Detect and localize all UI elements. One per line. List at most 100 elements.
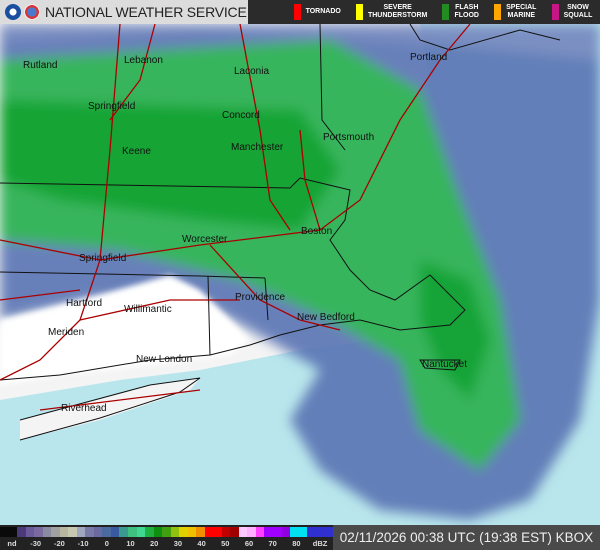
legend-tick-label: 40 <box>197 539 206 548</box>
highways <box>0 23 471 411</box>
legend-tick-label: 0 <box>104 539 109 548</box>
legend-tick-label: 20 <box>150 539 159 548</box>
radar-echoes <box>0 24 600 520</box>
warning-label: TORNADO <box>305 8 341 15</box>
color-swatch <box>59 527 69 537</box>
warning-label: SPECIAL MARINE <box>506 4 537 19</box>
city-label: Manchester <box>231 142 284 153</box>
warning-swatch <box>551 4 559 20</box>
color-swatch <box>255 527 265 537</box>
warning-item: SNOW SQUALL <box>551 4 593 20</box>
color-swatch <box>315 527 325 537</box>
warning-swatch <box>293 4 301 20</box>
color-swatch <box>8 527 18 537</box>
color-swatch <box>51 527 60 537</box>
color-swatch <box>324 527 333 537</box>
city-label: Willimantic <box>124 304 172 315</box>
warning-item: SPECIAL MARINE <box>494 4 536 20</box>
warning-legend: TORNADO SEVERE THUNDERSTORM FLASH FLOOD SPE… <box>248 0 600 24</box>
color-swatch <box>93 527 103 537</box>
warning-swatch <box>355 4 363 20</box>
color-swatch <box>110 527 120 537</box>
color-swatch <box>264 527 273 537</box>
color-swatch <box>68 527 77 537</box>
color-swatch <box>281 527 291 537</box>
color-swatch <box>230 527 239 537</box>
color-swatch <box>196 527 205 537</box>
color-swatch <box>136 527 146 537</box>
color-swatch <box>247 527 256 537</box>
color-swatch <box>273 527 282 537</box>
warning-item: SEVERE THUNDERSTORM <box>355 4 428 20</box>
color-swatch <box>187 527 197 537</box>
reflectivity-legend: nd -30 -20 -10 0 10 20 30 40 50 60 70 80 dBZ <box>0 525 333 550</box>
city-label: Concord <box>222 110 260 121</box>
warning-label: SNOW SQUALL <box>563 4 593 19</box>
city-label: Hartford <box>66 298 103 309</box>
legend-tick-label: -30 <box>30 539 42 548</box>
city-label: Portsmouth <box>323 132 375 143</box>
city-label: Providence <box>235 292 286 303</box>
warning-label: SEVERE THUNDERSTORM <box>367 4 428 19</box>
color-swatch <box>179 527 188 537</box>
color-swatch <box>153 527 163 537</box>
warning-swatch <box>442 4 450 20</box>
legend-tick-label: nd <box>7 539 17 548</box>
legend-tick-label: -10 <box>77 539 89 548</box>
legend-tick-label: 10 <box>126 539 135 548</box>
legend-tick-label: 50 <box>221 539 230 548</box>
color-swatch <box>0 527 9 537</box>
city-label: Springfield <box>79 253 127 264</box>
legend-tick-label: -20 <box>53 539 65 548</box>
color-swatch <box>119 527 128 537</box>
legend-tick-label: dBZ <box>312 539 328 548</box>
warning-item: FLASH FLOOD <box>442 4 479 20</box>
color-swatch <box>102 527 111 537</box>
warning-item: TORNADO <box>293 4 341 20</box>
color-swatch <box>42 527 52 537</box>
city-label: Rutland <box>23 60 58 71</box>
city-label: Portland <box>410 52 448 63</box>
warning-label: FLASH FLOOD <box>454 4 479 19</box>
color-swatch <box>221 527 231 537</box>
state-borders <box>0 23 561 441</box>
legend-tick-label: 80 <box>292 539 301 548</box>
color-swatch <box>17 527 26 537</box>
color-swatch <box>76 527 86 537</box>
city-label: Riverhead <box>61 403 107 414</box>
city-label: Boston <box>301 226 333 237</box>
color-swatch <box>34 527 43 537</box>
color-swatch <box>127 527 137 537</box>
color-swatch <box>238 527 248 537</box>
city-label: Springfield <box>88 101 136 112</box>
color-swatch <box>85 527 94 537</box>
color-swatch <box>290 527 299 537</box>
color-swatch <box>162 527 171 537</box>
color-swatch <box>204 527 214 537</box>
city-label: Meriden <box>48 327 85 338</box>
legend-tick-label: 70 <box>268 539 277 548</box>
city-label: New Bedford <box>297 312 355 323</box>
noaa-logo-icon <box>5 4 21 20</box>
city-label: Laconia <box>234 66 270 77</box>
color-swatch <box>213 527 222 537</box>
header-title: NATIONAL WEATHER SERVICE <box>45 4 247 20</box>
timestamp: 02/11/2026 00:38 UTC (19:38 EST) KBOX <box>333 525 600 550</box>
color-scale <box>0 527 333 537</box>
city-label: Lebanon <box>124 55 163 66</box>
color-swatch <box>170 527 180 537</box>
warning-swatch <box>494 4 502 20</box>
legend-tick-label: 60 <box>244 539 254 548</box>
nws-header: NATIONAL WEATHER SERVICE <box>0 0 248 24</box>
city-label: New London <box>136 354 193 365</box>
clear-area <box>0 275 250 385</box>
color-swatch <box>25 527 35 537</box>
city-label: Worcester <box>182 234 228 245</box>
color-swatch <box>307 527 316 537</box>
legend-tick-label: 30 <box>173 539 183 548</box>
city-label: Keene <box>122 146 151 157</box>
color-swatch <box>298 527 308 537</box>
city-label: Nantucket <box>422 359 468 370</box>
nws-logo-icon <box>24 4 40 20</box>
